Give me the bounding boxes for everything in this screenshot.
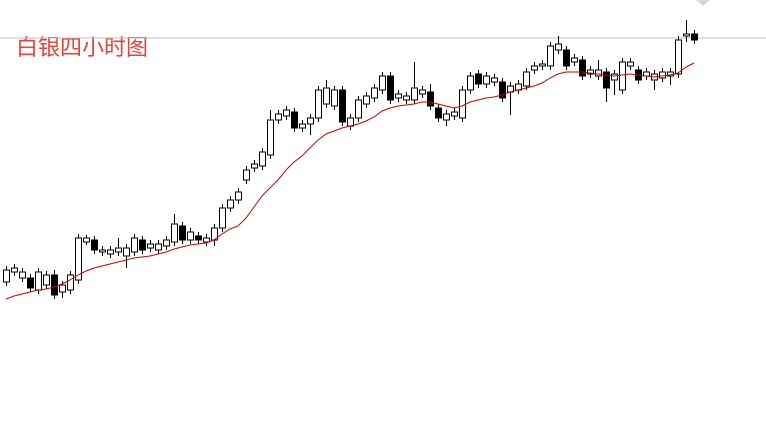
candle-body bbox=[363, 95, 370, 105]
candle-body bbox=[91, 239, 98, 251]
candle-body bbox=[227, 199, 234, 209]
candle-body bbox=[379, 75, 386, 91]
candle-body bbox=[59, 284, 66, 293]
candle-body bbox=[459, 89, 466, 119]
candle-body bbox=[275, 113, 282, 121]
candle-body bbox=[443, 113, 450, 121]
candle-body bbox=[419, 89, 426, 95]
candle-body bbox=[315, 89, 322, 119]
candle-body bbox=[99, 249, 106, 253]
candle-body bbox=[235, 191, 242, 201]
candle-body bbox=[51, 274, 58, 296]
candle-body bbox=[171, 223, 178, 243]
candle-body bbox=[115, 247, 122, 253]
candle-body bbox=[83, 237, 90, 243]
candle-body bbox=[75, 237, 82, 281]
candle-body bbox=[291, 111, 298, 129]
candle-body bbox=[155, 243, 162, 251]
candle-body bbox=[163, 239, 170, 247]
candle-body bbox=[451, 111, 458, 117]
candle-body bbox=[691, 33, 698, 41]
candle-body bbox=[11, 267, 18, 273]
candle-body bbox=[251, 163, 258, 169]
candle-body bbox=[499, 81, 506, 99]
candle-body bbox=[107, 249, 114, 255]
candle-body bbox=[387, 75, 394, 101]
candle-body bbox=[539, 63, 546, 67]
candle-body bbox=[427, 91, 434, 107]
candle-body bbox=[467, 75, 474, 91]
candle-body bbox=[43, 274, 50, 286]
candle-body bbox=[3, 269, 10, 283]
candle-body bbox=[267, 119, 274, 156]
candle-body bbox=[611, 73, 618, 81]
candle-body bbox=[371, 87, 378, 99]
candle-body bbox=[435, 107, 442, 119]
corner-marker bbox=[696, 0, 710, 6]
candle-body bbox=[571, 57, 578, 63]
candle-body bbox=[307, 117, 314, 125]
candle-body bbox=[131, 237, 138, 253]
candle-body bbox=[563, 49, 570, 67]
candle-body bbox=[659, 71, 666, 79]
candle-body bbox=[523, 71, 530, 87]
candle-body bbox=[347, 117, 354, 127]
candle-body bbox=[299, 123, 306, 129]
candle-body bbox=[259, 151, 266, 167]
candle-body bbox=[491, 77, 498, 83]
candle-body bbox=[283, 109, 290, 117]
candle-body bbox=[403, 95, 410, 101]
candle-body bbox=[187, 231, 194, 241]
candle-body bbox=[67, 274, 74, 291]
candle-body bbox=[579, 59, 586, 77]
candle-body bbox=[683, 33, 690, 37]
candle-body bbox=[323, 87, 330, 105]
candle-body bbox=[619, 61, 626, 91]
candle-body bbox=[147, 243, 154, 249]
moving-average bbox=[5, 62, 695, 300]
candle-body bbox=[179, 225, 186, 241]
candle-body bbox=[411, 87, 418, 101]
candle-body bbox=[355, 99, 362, 119]
candle-body bbox=[395, 93, 402, 99]
candle-body bbox=[603, 71, 610, 89]
candle-body bbox=[243, 169, 250, 181]
candle-body bbox=[203, 237, 210, 243]
candle-body bbox=[587, 69, 594, 75]
candle-body bbox=[139, 239, 146, 251]
candle-body bbox=[475, 73, 482, 85]
chart-title: 白银四小时图 bbox=[16, 36, 148, 61]
candle-body bbox=[195, 235, 202, 241]
candle-body bbox=[19, 271, 26, 279]
candle-body bbox=[555, 43, 562, 51]
candle-body bbox=[675, 39, 682, 75]
candle-body bbox=[547, 45, 554, 67]
candle-body bbox=[123, 247, 130, 257]
candle-body bbox=[531, 65, 538, 71]
candle-body bbox=[627, 61, 634, 67]
candle-body bbox=[483, 75, 490, 85]
candle-body bbox=[595, 69, 602, 77]
candle-body bbox=[35, 271, 42, 291]
candle-body bbox=[339, 89, 346, 123]
candle-body bbox=[331, 89, 338, 107]
candle-body bbox=[219, 207, 226, 229]
candle-body bbox=[27, 277, 34, 289]
